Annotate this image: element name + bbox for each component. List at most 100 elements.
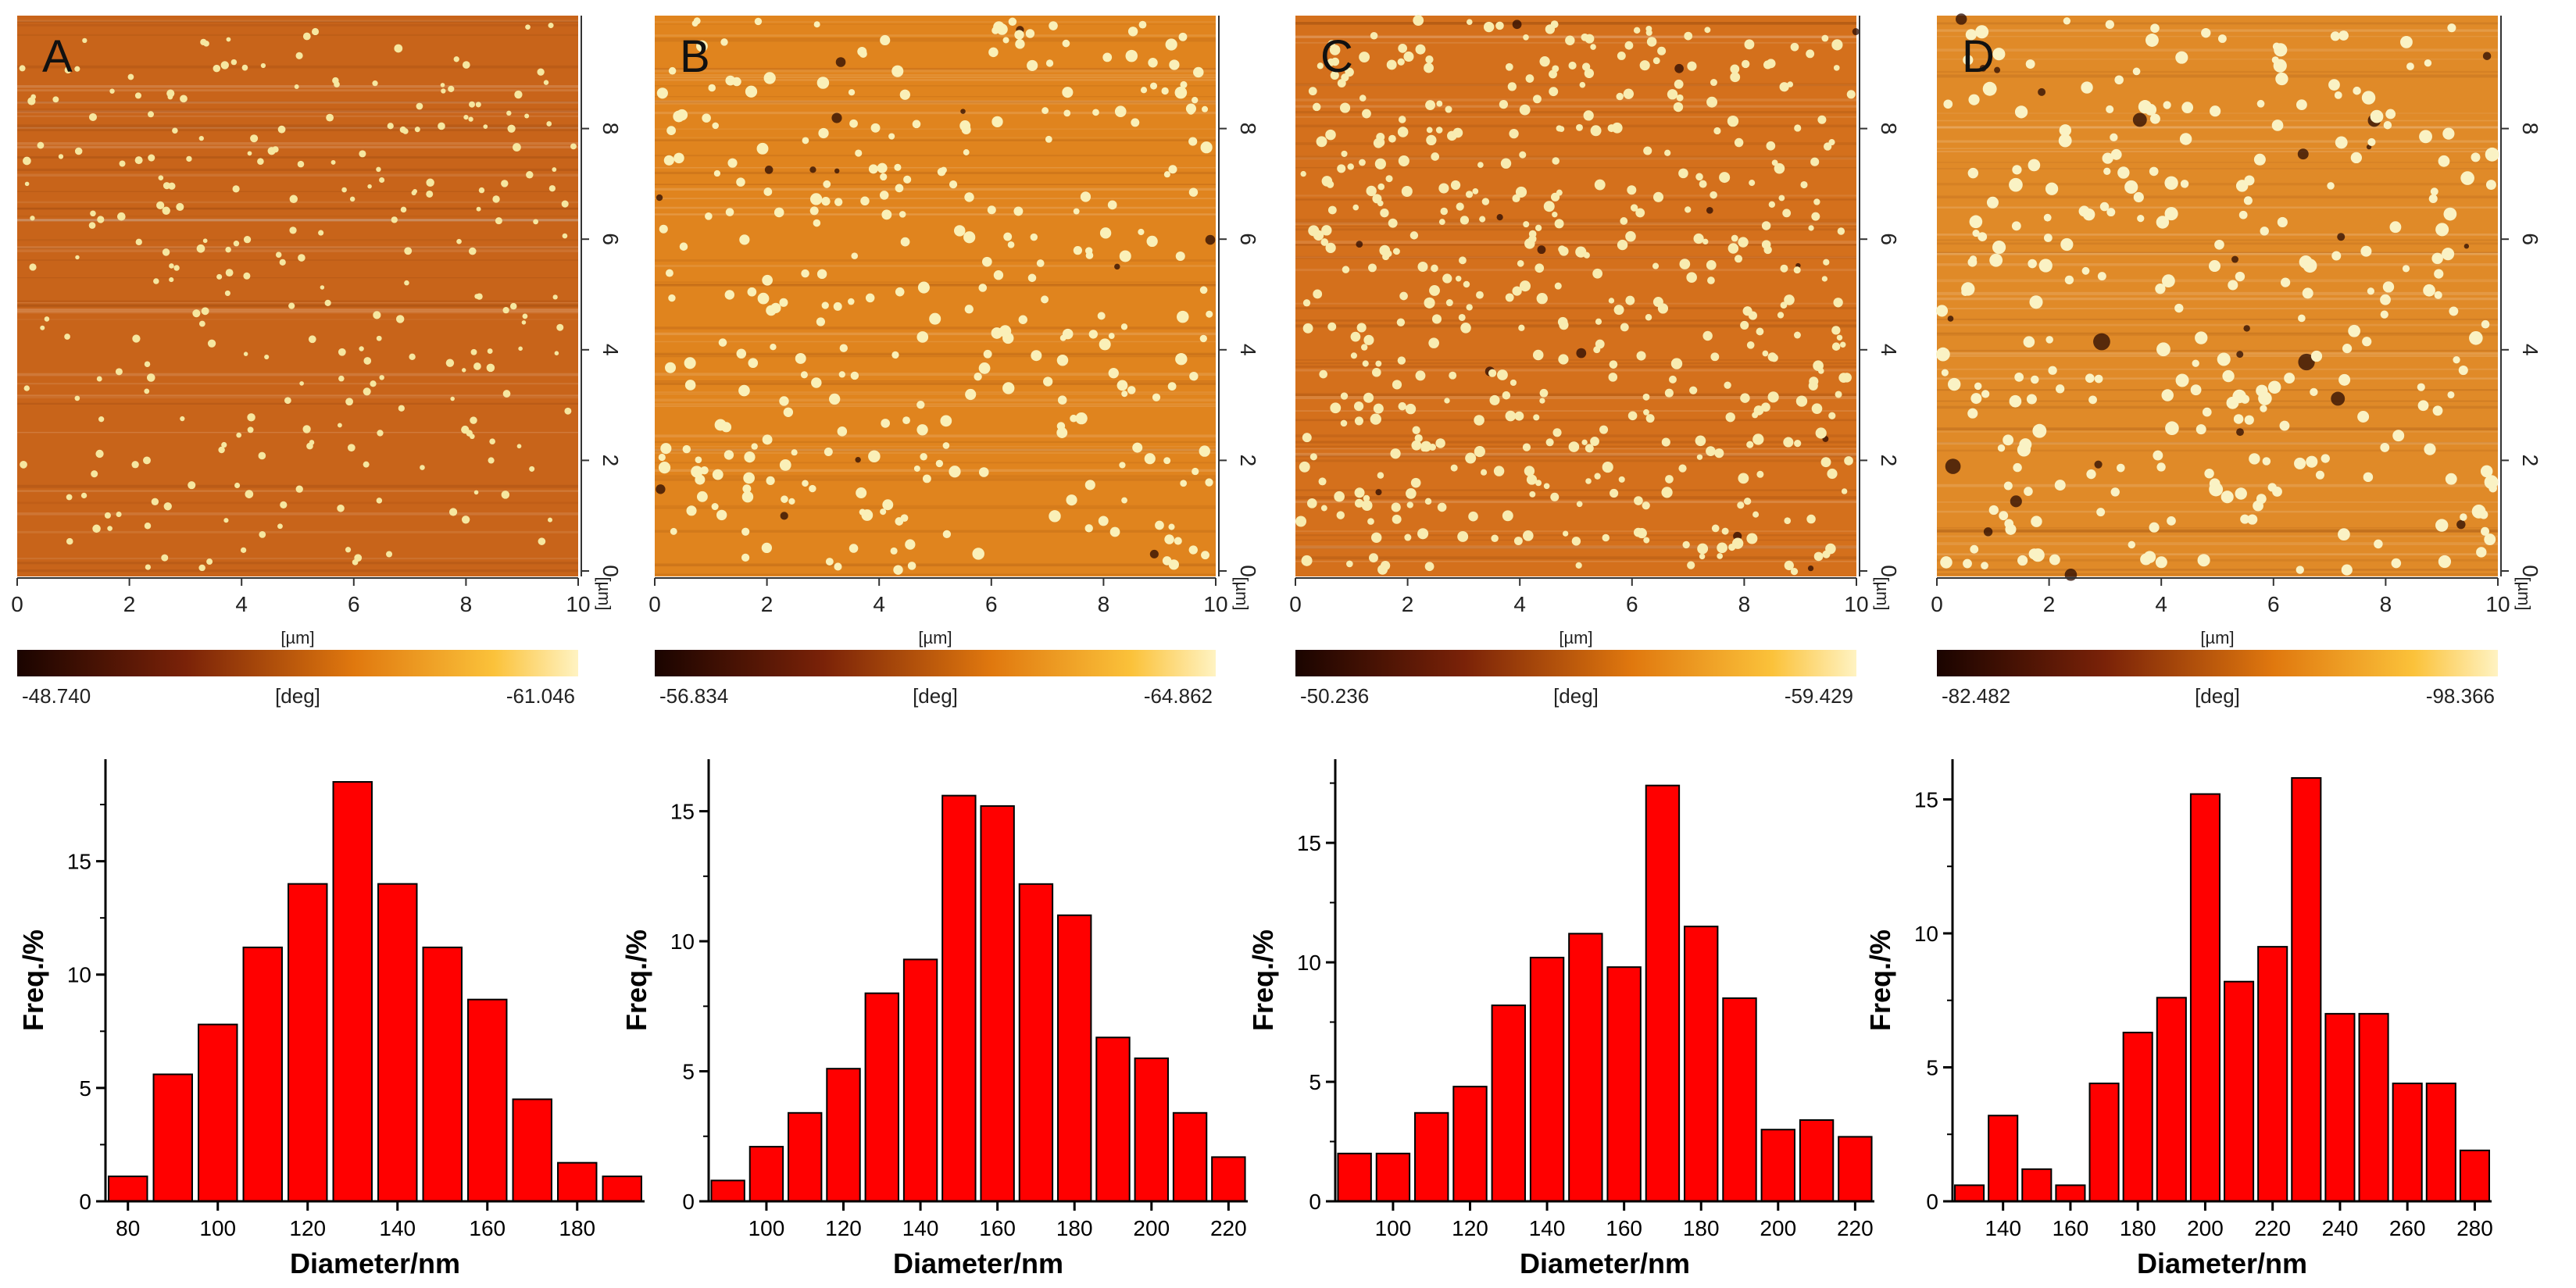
afm-particle <box>1763 245 1772 255</box>
histogram-bar <box>749 1146 784 1203</box>
scan-line <box>655 405 1216 407</box>
afm-particle <box>1744 39 1755 50</box>
histogram-bar <box>2189 793 2221 1202</box>
afm-particle <box>2424 59 2432 67</box>
afm-particle <box>548 23 554 29</box>
afm-particle <box>1645 414 1655 423</box>
scan-line <box>17 309 578 312</box>
afm-particle <box>2043 213 2052 222</box>
afm-particle <box>2434 269 2444 279</box>
afm-particle <box>1539 56 1550 67</box>
afm-particle <box>1406 488 1417 499</box>
afm-particle <box>720 38 728 46</box>
y-axis-label: Freq./% <box>1247 929 1279 1031</box>
afm-particle <box>1665 475 1674 483</box>
afm-particle <box>1161 87 1169 95</box>
afm-particle <box>2110 487 2120 497</box>
afm-particle <box>2228 280 2238 291</box>
afm-particle <box>1717 553 1724 559</box>
afm-particle <box>1188 187 1199 197</box>
afm-particle <box>1099 338 1111 351</box>
afm-particle <box>501 180 509 187</box>
afm-particle <box>2360 245 2372 257</box>
afm-particle <box>2240 514 2250 524</box>
scan-line <box>1295 396 1856 400</box>
afm-particle <box>2003 434 2014 446</box>
scan-line <box>1295 560 1856 562</box>
afm-particle <box>1167 382 1177 391</box>
afm-particle <box>445 359 455 367</box>
colorbar-unit: [deg] <box>2195 684 2240 708</box>
histogram-bar <box>422 946 463 1203</box>
afm-particle <box>816 269 827 280</box>
afm-particle <box>2438 555 2452 569</box>
scan-line <box>1937 48 2498 52</box>
afm-particle <box>1163 171 1170 178</box>
afm-particle <box>813 21 820 28</box>
afm-particle <box>2009 394 2022 408</box>
afm-particle <box>1127 386 1136 394</box>
afm-particle <box>965 388 977 401</box>
scan-line <box>17 173 578 177</box>
scan-line <box>655 76 1216 79</box>
afm-particle <box>725 75 736 86</box>
afm-particle <box>1108 368 1119 379</box>
afm-particle <box>1620 323 1629 332</box>
afm-particle <box>2140 553 2153 566</box>
y-tick-label: 5 <box>1926 1055 1938 1079</box>
afm-particle <box>1581 33 1589 41</box>
afm-particle <box>666 126 677 136</box>
afm-particle <box>1645 313 1652 321</box>
afm-particle <box>1456 202 1464 211</box>
afm-particle <box>341 187 347 193</box>
afm-particle <box>2335 136 2348 149</box>
afm-particle <box>1062 39 1070 48</box>
afm-particle <box>1613 305 1624 316</box>
afm-particle <box>1808 225 1814 231</box>
afm-particle <box>1435 438 1445 448</box>
afm-particle <box>665 269 673 277</box>
afm-particle <box>2217 352 2231 366</box>
afm-particle <box>1202 105 1209 112</box>
afm-particle <box>1041 107 1049 114</box>
afm-y-tick-label: 8 <box>598 123 623 135</box>
afm-particle <box>1657 303 1669 314</box>
afm-y-tick-label: 8 <box>1877 123 1901 135</box>
scan-line <box>17 168 578 172</box>
scan-line <box>17 124 578 128</box>
scan-line <box>1937 298 2498 301</box>
afm-particle <box>1610 488 1619 498</box>
afm-particle <box>163 502 172 511</box>
afm-particle <box>2380 294 2391 305</box>
afm-particle <box>821 301 829 309</box>
afm-particle <box>659 224 668 234</box>
scan-line <box>655 96 1216 98</box>
scan-line <box>17 108 578 112</box>
afm-y-unit: [µm] <box>595 576 614 610</box>
afm-particle <box>2163 101 2171 109</box>
scan-line <box>1937 405 2498 409</box>
afm-phase-image <box>1935 13 2499 581</box>
afm-particle <box>2201 27 2211 38</box>
afm-particle <box>1721 527 1729 535</box>
afm-particle <box>413 188 418 194</box>
afm-particle <box>2013 462 2022 473</box>
afm-particle <box>1169 59 1180 70</box>
afm-particle <box>922 474 931 483</box>
y-tick-label: 10 <box>67 963 91 987</box>
histogram-bar <box>2459 1149 2490 1202</box>
scan-line <box>655 462 1216 464</box>
scan-line <box>655 373 1216 376</box>
afm-particle <box>1180 480 1188 487</box>
histogram-bar <box>108 1176 148 1202</box>
scan-line <box>17 562 578 565</box>
afm-particle <box>1435 127 1443 134</box>
afm-particle <box>861 509 874 521</box>
scan-line <box>1295 111 1856 114</box>
scan-line <box>17 145 578 149</box>
afm-x-tick-label: 0 <box>11 592 23 616</box>
histogram-bar <box>1529 956 1565 1203</box>
afm-particle <box>2081 81 2093 94</box>
scan-line <box>655 187 1216 191</box>
